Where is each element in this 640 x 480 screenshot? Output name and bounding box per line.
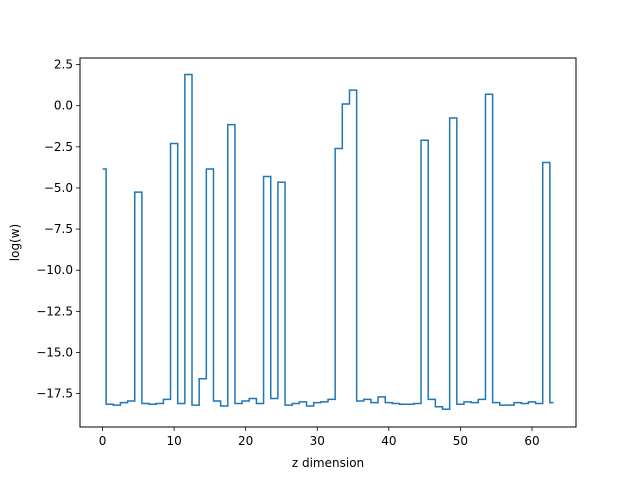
y-tick-label: −10.0 bbox=[36, 263, 73, 277]
y-axis-label: log(w) bbox=[8, 224, 22, 261]
y-axis-ticks: 2.5 0.0 −2.5 −5.0 −7.5 −10.0 −12.5 −15.0 −17.5 bbox=[36, 58, 80, 401]
y-tick-label: −12.5 bbox=[36, 304, 73, 318]
x-tick-label: 20 bbox=[238, 434, 253, 448]
series-line-0 bbox=[102, 73, 554, 410]
x-tick-label: 60 bbox=[524, 434, 539, 448]
x-tick-label: 0 bbox=[99, 434, 107, 448]
axes-frame bbox=[79, 57, 577, 428]
y-tick-label: 2.5 bbox=[54, 58, 73, 72]
y-tick-label: 0.0 bbox=[54, 99, 73, 113]
x-axis-ticks: 0 10 20 30 40 50 60 bbox=[99, 427, 540, 448]
x-tick-label: 10 bbox=[166, 434, 181, 448]
y-tick-label: −2.5 bbox=[44, 140, 73, 154]
plot-area bbox=[102, 73, 554, 410]
y-tick-label: −15.0 bbox=[36, 345, 73, 359]
y-tick-label: −5.0 bbox=[44, 181, 73, 195]
x-tick-label: 40 bbox=[381, 434, 396, 448]
x-axis-label: z dimension bbox=[292, 456, 364, 470]
x-tick-label: 50 bbox=[453, 434, 468, 448]
y-tick-label: −17.5 bbox=[36, 387, 73, 401]
y-tick-label: −7.5 bbox=[44, 222, 73, 236]
x-tick-label: 30 bbox=[310, 434, 325, 448]
